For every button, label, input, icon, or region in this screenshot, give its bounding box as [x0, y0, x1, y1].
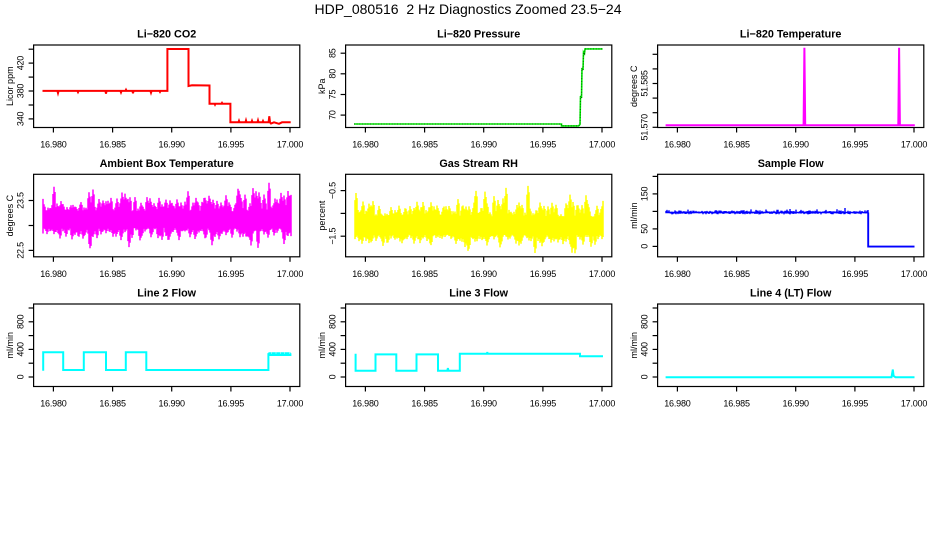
- svg-text:17.000: 17.000: [277, 269, 304, 279]
- svg-text:ml/min: ml/min: [317, 332, 327, 359]
- svg-text:degrees C: degrees C: [629, 65, 639, 107]
- svg-text:400: 400: [639, 342, 649, 357]
- svg-text:ml/min: ml/min: [5, 332, 15, 359]
- svg-text:0: 0: [15, 374, 25, 379]
- svg-text:degrees C: degrees C: [5, 194, 15, 236]
- svg-text:16.990: 16.990: [783, 399, 810, 409]
- svg-text:16.985: 16.985: [411, 140, 438, 150]
- svg-text:800: 800: [15, 314, 25, 329]
- svg-text:16.995: 16.995: [218, 140, 245, 150]
- svg-text:17.000: 17.000: [277, 140, 304, 150]
- svg-text:16.980: 16.980: [40, 140, 67, 150]
- svg-text:16.980: 16.980: [664, 269, 691, 279]
- svg-text:70: 70: [327, 110, 337, 120]
- svg-text:16.990: 16.990: [783, 269, 810, 279]
- svg-text:Licor ppm: Licor ppm: [5, 66, 15, 106]
- svg-text:16.995: 16.995: [842, 140, 869, 150]
- svg-text:22.5: 22.5: [15, 242, 25, 259]
- svg-text:16.985: 16.985: [723, 269, 750, 279]
- svg-text:ml/min: ml/min: [629, 202, 639, 229]
- svg-text:16.995: 16.995: [530, 269, 557, 279]
- svg-text:17.000: 17.000: [901, 140, 928, 150]
- svg-text:Line 2 Flow: Line 2 Flow: [137, 288, 196, 300]
- svg-text:Gas Stream RH: Gas Stream RH: [439, 158, 518, 170]
- svg-text:HDP_080516 2 Hz Diagnostics Z: HDP_080516 2 Hz Diagnostics Zoomed 23.5−…: [314, 1, 621, 17]
- svg-text:80: 80: [327, 69, 337, 79]
- svg-text:Ambient Box Temperature: Ambient Box Temperature: [100, 158, 234, 170]
- svg-text:kPa: kPa: [317, 78, 327, 94]
- svg-text:16.980: 16.980: [664, 140, 691, 150]
- svg-text:16.980: 16.980: [352, 140, 379, 150]
- svg-text:16.995: 16.995: [530, 140, 557, 150]
- svg-text:75: 75: [327, 90, 337, 100]
- svg-text:340: 340: [15, 112, 25, 127]
- svg-text:0: 0: [639, 374, 649, 379]
- svg-text:23.5: 23.5: [15, 192, 25, 209]
- svg-text:16.985: 16.985: [723, 140, 750, 150]
- svg-text:16.985: 16.985: [99, 140, 126, 150]
- svg-text:85: 85: [327, 48, 337, 58]
- svg-text:16.995: 16.995: [842, 399, 869, 409]
- svg-text:−0.5: −0.5: [327, 182, 337, 199]
- svg-text:ml/min: ml/min: [629, 332, 639, 359]
- svg-text:16.995: 16.995: [842, 269, 869, 279]
- svg-text:0: 0: [327, 374, 337, 379]
- svg-text:800: 800: [639, 314, 649, 329]
- svg-text:16.980: 16.980: [40, 269, 67, 279]
- svg-text:51.585: 51.585: [639, 70, 649, 97]
- svg-text:16.995: 16.995: [530, 399, 557, 409]
- svg-text:16.990: 16.990: [159, 399, 186, 409]
- svg-text:17.000: 17.000: [277, 399, 304, 409]
- svg-text:16.990: 16.990: [471, 140, 498, 150]
- svg-text:−1.5: −1.5: [327, 228, 337, 245]
- svg-text:51.570: 51.570: [639, 114, 649, 141]
- svg-text:16.990: 16.990: [471, 399, 498, 409]
- svg-text:0: 0: [639, 244, 649, 249]
- svg-text:16.985: 16.985: [99, 269, 126, 279]
- svg-text:16.980: 16.980: [352, 269, 379, 279]
- svg-text:16.985: 16.985: [411, 269, 438, 279]
- svg-text:16.995: 16.995: [218, 399, 245, 409]
- svg-text:420: 420: [15, 56, 25, 71]
- svg-text:Sample Flow: Sample Flow: [758, 158, 825, 170]
- svg-text:50: 50: [639, 224, 649, 234]
- svg-text:Li−820 Pressure: Li−820 Pressure: [437, 29, 520, 41]
- svg-text:400: 400: [327, 342, 337, 357]
- svg-text:Line 3 Flow: Line 3 Flow: [449, 288, 508, 300]
- svg-text:17.000: 17.000: [589, 269, 616, 279]
- svg-text:400: 400: [15, 342, 25, 357]
- svg-text:16.985: 16.985: [411, 399, 438, 409]
- svg-text:16.990: 16.990: [159, 140, 186, 150]
- svg-text:16.985: 16.985: [99, 399, 126, 409]
- svg-text:17.000: 17.000: [589, 140, 616, 150]
- svg-text:16.980: 16.980: [352, 399, 379, 409]
- svg-text:17.000: 17.000: [901, 269, 928, 279]
- svg-text:16.980: 16.980: [664, 399, 691, 409]
- svg-text:16.990: 16.990: [783, 140, 810, 150]
- svg-text:17.000: 17.000: [589, 399, 616, 409]
- svg-text:16.985: 16.985: [723, 399, 750, 409]
- svg-text:16.990: 16.990: [159, 269, 186, 279]
- svg-text:Li−820 CO2: Li−820 CO2: [137, 29, 196, 41]
- svg-text:Line 4 (LT) Flow: Line 4 (LT) Flow: [750, 288, 832, 300]
- svg-text:percent: percent: [317, 200, 327, 231]
- svg-text:16.990: 16.990: [471, 269, 498, 279]
- svg-text:150: 150: [639, 187, 649, 202]
- svg-text:380: 380: [15, 84, 25, 99]
- svg-text:Li−820 Temperature: Li−820 Temperature: [740, 29, 842, 41]
- svg-text:17.000: 17.000: [901, 399, 928, 409]
- svg-text:16.995: 16.995: [218, 269, 245, 279]
- svg-text:16.980: 16.980: [40, 399, 67, 409]
- svg-text:800: 800: [327, 314, 337, 329]
